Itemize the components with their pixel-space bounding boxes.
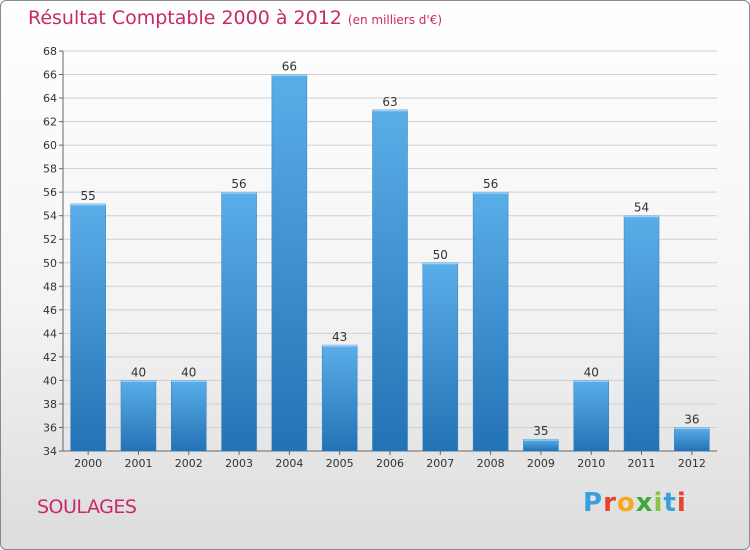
logo-letter: o — [616, 488, 636, 518]
y-tick-label: 66 — [43, 69, 57, 82]
bar-highlight — [473, 192, 509, 194]
bar — [271, 74, 308, 452]
y-tick-label: 62 — [43, 116, 57, 129]
bar — [70, 203, 106, 452]
logo-letter: t — [663, 488, 677, 518]
y-tick-label: 64 — [43, 92, 57, 105]
data-label: 40 — [131, 365, 146, 379]
bar — [221, 191, 257, 452]
bar — [120, 380, 157, 452]
x-tick-label: 2001 — [124, 457, 152, 470]
x-tick-label: 2012 — [678, 457, 706, 470]
x-tick-label: 2009 — [527, 457, 555, 470]
data-label: 50 — [433, 248, 448, 262]
commune-name: SOULAGES — [37, 496, 137, 518]
data-label: 54 — [634, 201, 649, 215]
logo-letter: x — [635, 488, 654, 518]
data-label: 63 — [382, 95, 397, 109]
chart-title: Résultat Comptable 2000 à 2012 (en millie… — [28, 7, 442, 29]
bar — [472, 191, 509, 452]
x-tick-label: 2008 — [477, 457, 505, 470]
logo-letter: i — [653, 488, 664, 518]
bars — [70, 74, 710, 452]
y-tick-label: 56 — [43, 186, 57, 199]
bar-highlight — [573, 380, 609, 382]
bar — [523, 438, 559, 452]
bar-highlight — [422, 262, 458, 265]
bar — [674, 427, 710, 452]
y-tick-label: 50 — [43, 257, 57, 270]
y-tick-label: 42 — [43, 351, 57, 364]
data-label: 66 — [282, 60, 297, 74]
y-tick-label: 36 — [43, 421, 57, 434]
x-tick-label: 2003 — [225, 457, 253, 470]
bar-highlight — [523, 439, 559, 441]
x-tick-label: 2011 — [628, 457, 656, 470]
y-tick-label: 38 — [43, 398, 57, 411]
bar-highlight — [322, 345, 358, 347]
axes: 34 36 38 40 42 44 46 48 50 52 54 56 58 60 62 64 66 68 2000… — [43, 45, 717, 470]
y-tick-label: 52 — [43, 233, 57, 246]
data-label: 40 — [181, 365, 196, 379]
bar-highlight — [674, 427, 710, 429]
title-text: Résultat Comptable 2000 à 2012 — [28, 7, 342, 29]
x-tick-label: 2007 — [426, 457, 454, 470]
y-tick-label: 44 — [43, 327, 57, 340]
bar-highlight — [171, 380, 207, 382]
logo-letter: P — [583, 488, 604, 518]
bar — [321, 344, 358, 452]
data-label: 35 — [533, 424, 548, 438]
x-tick-label: 2006 — [376, 457, 404, 470]
bar-highlight — [271, 74, 307, 77]
data-label: 56 — [231, 177, 246, 191]
bar — [573, 380, 609, 452]
x-tick-label: 2005 — [326, 457, 354, 470]
data-label: 43 — [332, 330, 347, 344]
y-tick-label: 34 — [43, 445, 57, 458]
bar — [171, 380, 207, 452]
logo-letter: i — [676, 488, 687, 518]
y-tick-label: 48 — [43, 280, 57, 293]
y-tick-label: 46 — [43, 304, 57, 317]
bar-highlight — [120, 380, 156, 382]
y-tick-label: 58 — [43, 163, 57, 176]
y-tick-label: 68 — [43, 45, 57, 58]
x-tick-label: 2010 — [577, 457, 605, 470]
title-unit: (en milliers d'€) — [347, 13, 443, 27]
labels: 55 40 40 56 66 43 63 50 56 35 40 54 36 — [81, 60, 700, 439]
y-tick-label: 40 — [43, 374, 57, 387]
x-tick-label: 2002 — [175, 457, 203, 470]
y-tick-label: 54 — [43, 210, 57, 223]
bar-highlight — [221, 192, 257, 194]
logo-letter: r — [603, 488, 617, 518]
bar — [372, 109, 408, 452]
y-tick-label: 60 — [43, 139, 57, 152]
data-label: 40 — [584, 365, 599, 379]
bar-highlight — [70, 203, 106, 206]
data-label: 56 — [483, 177, 498, 191]
proxiti-logo: Proxiti — [583, 488, 687, 518]
bar — [422, 262, 459, 452]
x-tick-label: 2004 — [275, 457, 303, 470]
bar-highlight — [624, 215, 660, 218]
data-label: 36 — [684, 412, 699, 426]
x-tick-label: 2000 — [74, 457, 102, 470]
bar-highlight — [372, 109, 408, 112]
data-label: 55 — [81, 189, 96, 203]
bar — [623, 215, 660, 452]
